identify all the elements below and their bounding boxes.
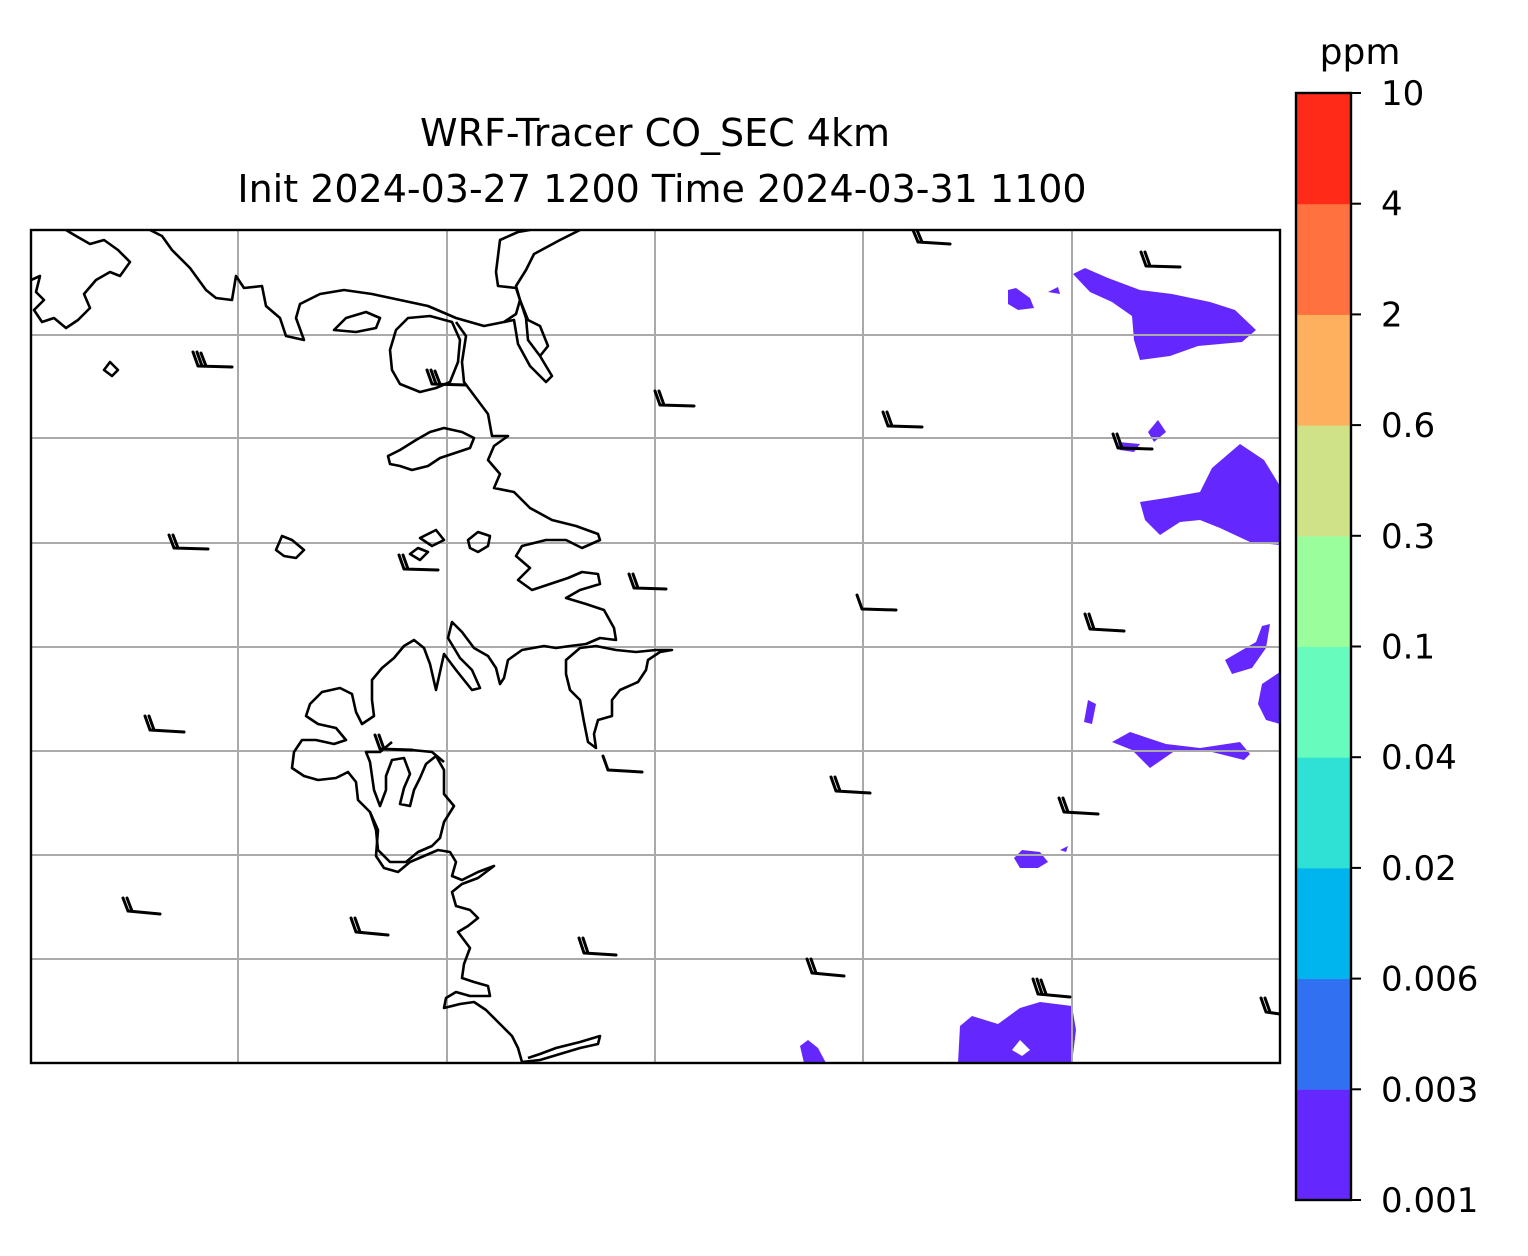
wind-barb <box>121 896 162 916</box>
wind-barb <box>349 916 390 937</box>
tracer-field <box>800 268 1280 1063</box>
colorbar-tick-label: 0.6 <box>1381 406 1435 446</box>
colorbar-band <box>1296 535 1351 647</box>
colorbar-tick-label: 2 <box>1381 295 1403 335</box>
colorbar-band <box>1296 646 1351 758</box>
colorbar: ppm 0.001 0.003 0.006 0.02 0.04 0.1 0.3 0.6 2 4 10 <box>1294 32 1478 1221</box>
colorbar-band <box>1296 867 1351 980</box>
wind-barb <box>373 733 414 752</box>
colorbar-tick-label: 0.3 <box>1381 517 1435 557</box>
wind-barb <box>653 389 696 408</box>
tracer-patch <box>1073 268 1256 360</box>
map-frame <box>29 228 1282 1065</box>
colorbar-band <box>1296 757 1351 869</box>
colorbar-ticks: 0.001 0.003 0.006 0.02 0.04 0.1 0.3 0.6 2 4 10 <box>1351 74 1478 1221</box>
wind-barb <box>191 350 234 369</box>
colorbar-tick-label: 0.02 <box>1381 849 1457 889</box>
tracer-patch <box>1225 624 1270 674</box>
wind-barb <box>1083 612 1126 633</box>
tracer-patch <box>958 1002 1076 1063</box>
wind-barb <box>829 775 872 795</box>
colorbar-tick-label: 0.1 <box>1381 628 1435 668</box>
wind-barb <box>425 368 468 387</box>
wind-barb <box>1139 250 1182 269</box>
colorbar-band <box>1296 203 1351 315</box>
colorbar-band <box>1296 978 1351 1090</box>
colorbar-unit-label: ppm <box>1320 32 1401 73</box>
colorbar-band <box>1296 425 1351 537</box>
wind-barb <box>577 936 618 957</box>
map-title-line1: WRF-Tracer CO_SEC 4km <box>420 111 890 155</box>
colorbar-tick-label: 4 <box>1381 185 1403 225</box>
wind-barb <box>143 714 186 734</box>
wind-barb <box>805 957 846 978</box>
wind-barb <box>627 572 668 591</box>
colorbar-tick-label: 10 <box>1381 74 1424 114</box>
colorbar-tick-label: 0.006 <box>1381 960 1478 1000</box>
tracer-patch <box>1008 288 1034 310</box>
wind-barb <box>167 533 210 551</box>
tracer-patch <box>800 1040 826 1063</box>
tracer-patch <box>1084 700 1096 724</box>
wind-barb <box>1259 996 1280 1016</box>
gridlines <box>31 230 1280 1063</box>
colorbar-band <box>1296 93 1351 205</box>
tracer-patch <box>1258 672 1280 724</box>
wind-barb <box>601 754 644 774</box>
coastlines <box>31 230 674 1063</box>
wind-barb <box>881 410 924 429</box>
colorbar-tick-label: 0.04 <box>1381 738 1457 778</box>
wind-barbs <box>121 230 1280 1016</box>
colorbar-tick-label: 0.003 <box>1381 1070 1478 1110</box>
tracer-patch <box>1060 846 1068 852</box>
map-title-line2: Init 2024-03-27 1200 Time 2024-03-31 110… <box>237 167 1086 211</box>
map-panel <box>31 230 1280 1063</box>
colorbar-tick-label: 0.001 <box>1381 1181 1478 1221</box>
wind-barb <box>1031 977 1072 999</box>
colorbar-band <box>1296 1089 1351 1201</box>
tracer-patch <box>1048 287 1060 294</box>
wind-barb <box>855 593 898 612</box>
wind-barb <box>1057 796 1100 816</box>
wind-barb <box>911 230 952 246</box>
wind-barb <box>397 553 440 572</box>
tracer-patch <box>1148 420 1166 442</box>
colorbar-bands <box>1296 93 1351 1201</box>
tracer-patch <box>1140 444 1280 545</box>
colorbar-band <box>1296 314 1351 426</box>
wind-barb <box>1111 432 1154 451</box>
